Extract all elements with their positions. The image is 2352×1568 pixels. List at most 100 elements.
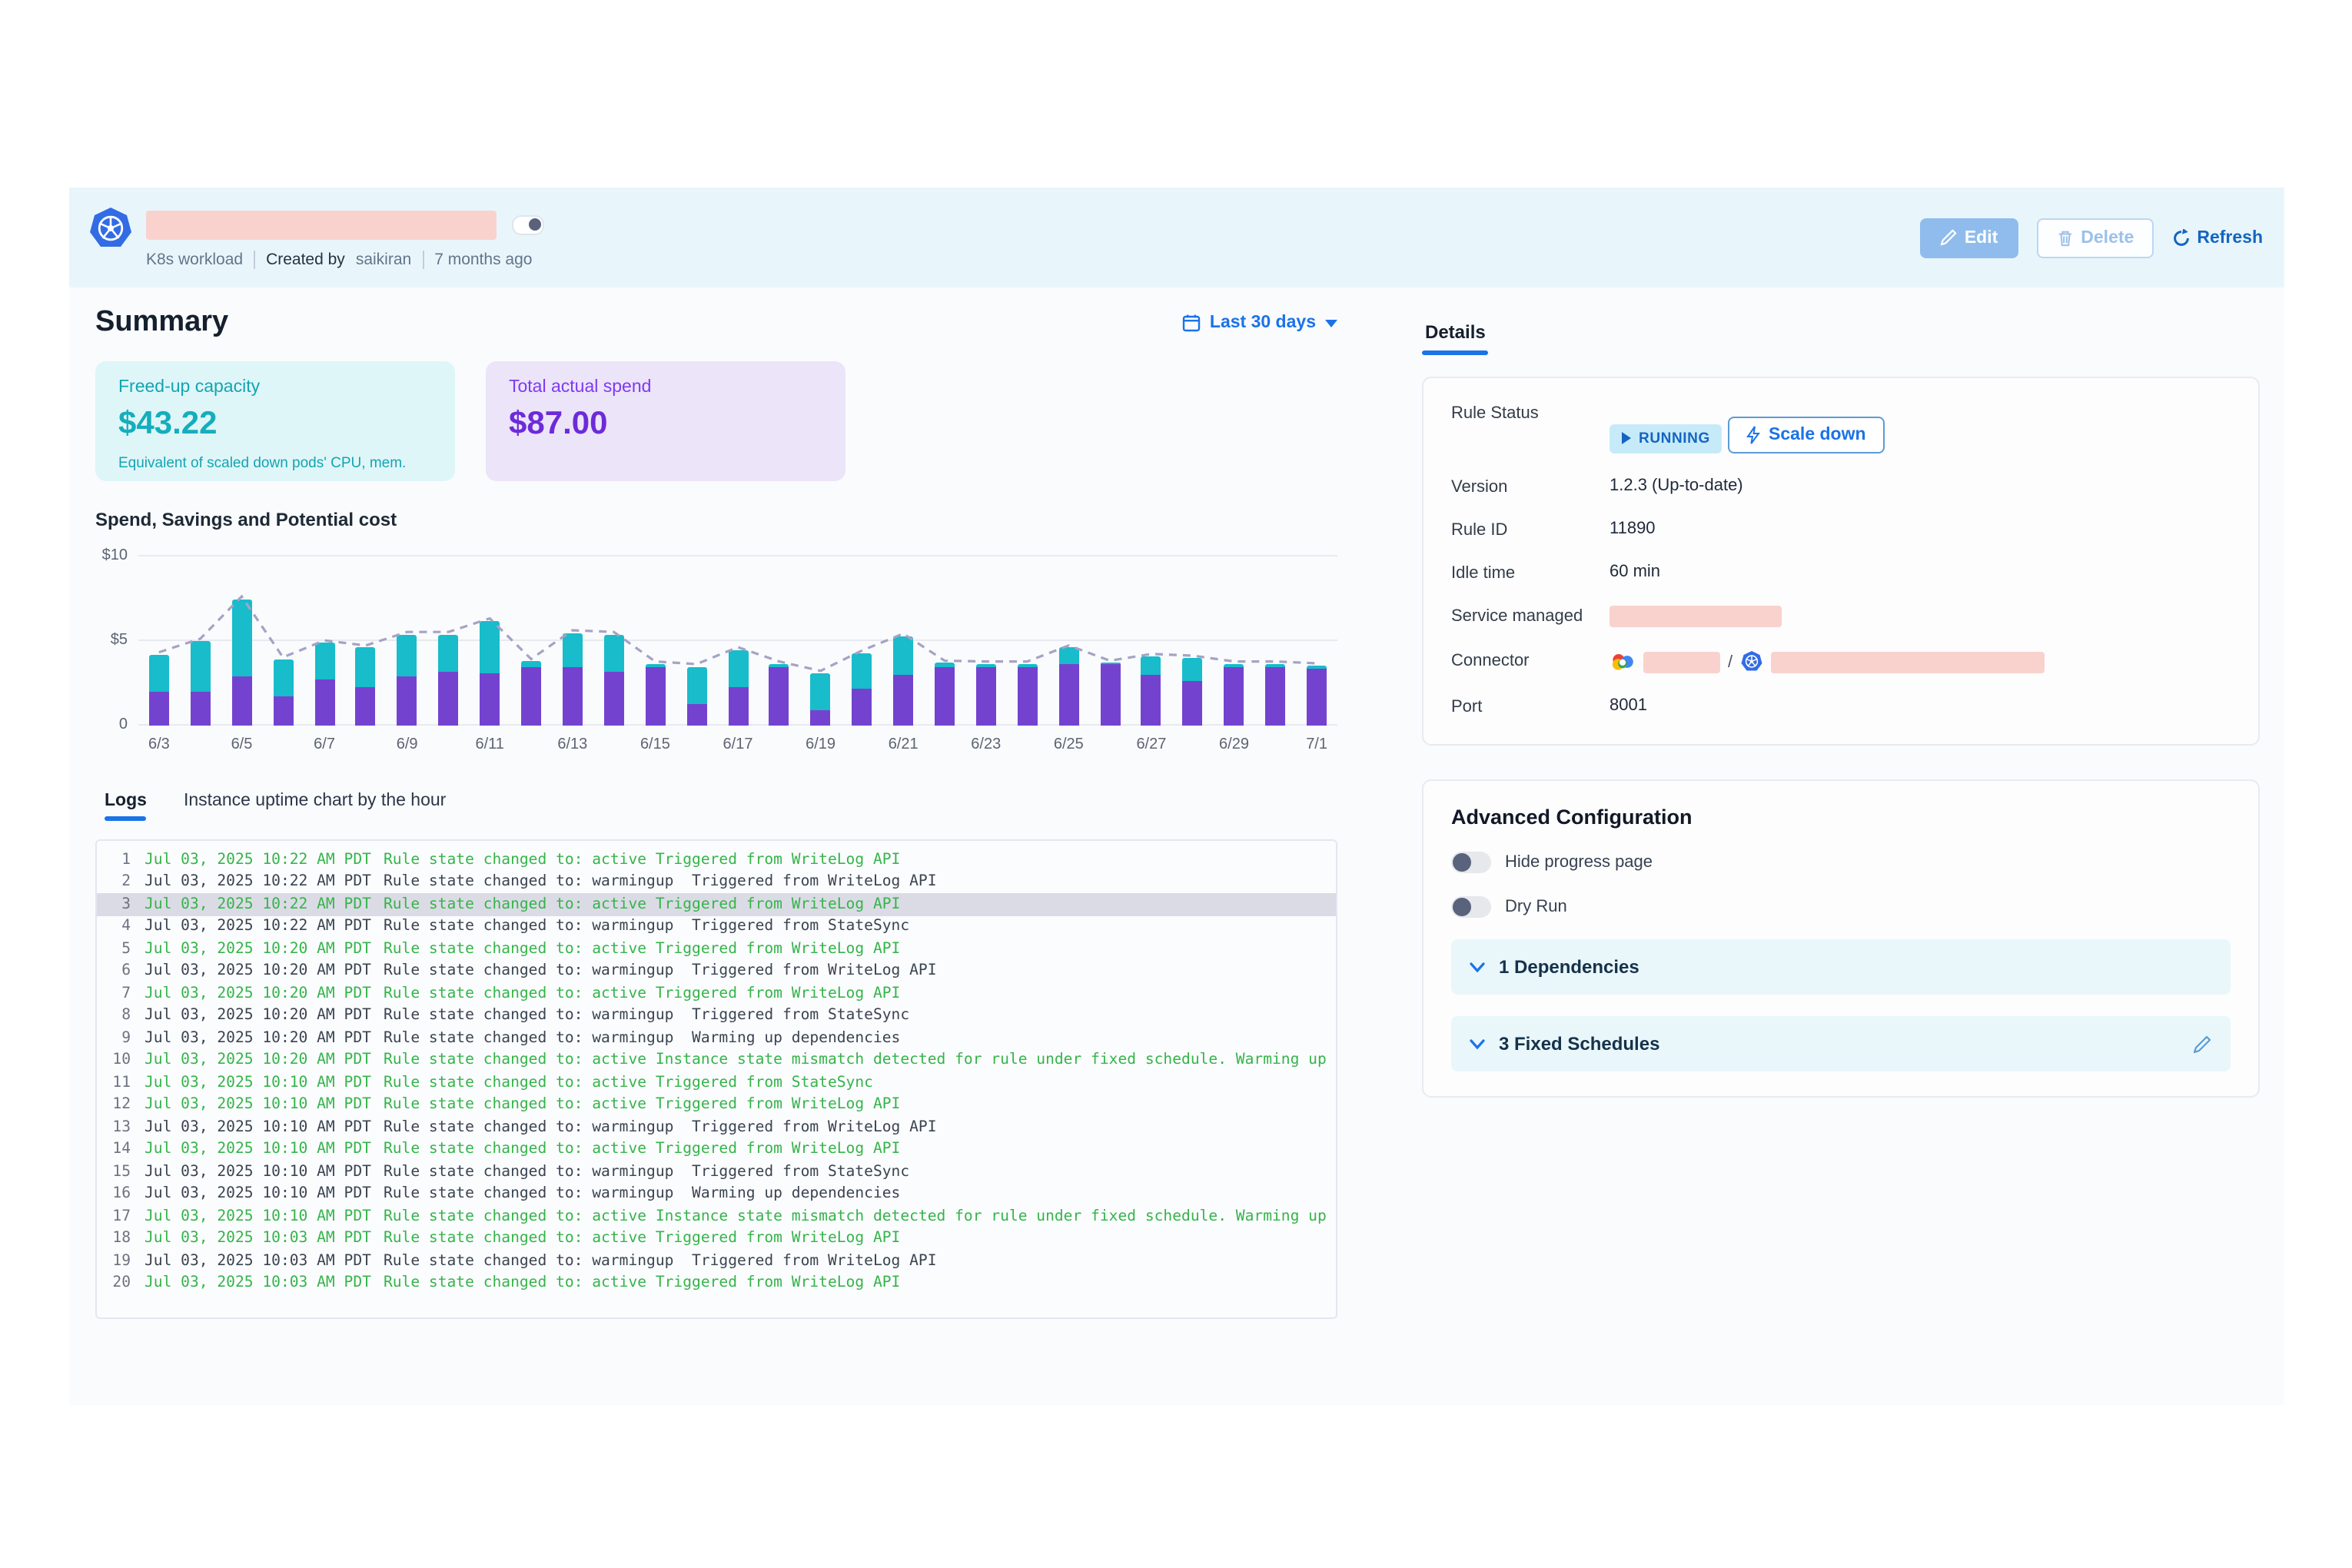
log-row-number: 1: [121, 851, 131, 869]
spend-segment: [397, 676, 417, 726]
log-message: Rule state changed to: warmingup Trigger…: [383, 873, 937, 891]
log-row[interactable]: 13 Jul 03, 2025 10:10 AM PDT Rule state ch…: [97, 1116, 1336, 1138]
chart-bar: [934, 663, 955, 726]
log-panel: 1 Jul 03, 2025 10:22 AM PDT Rule state cha…: [95, 839, 1337, 1319]
rule-status-row: Rule Status RUNNING Scale down: [1451, 403, 2231, 453]
chart-bar: [1141, 656, 1161, 726]
service-managed-row: Service managed: [1451, 606, 2231, 627]
log-message: Rule state changed to: active Triggered …: [383, 895, 901, 913]
log-message: Rule state changed to: warmingup Trigger…: [383, 1118, 937, 1136]
spend-segment: [438, 671, 459, 726]
header-left: K8s workload Created by saikiran 7 month…: [88, 206, 544, 269]
tab-logs[interactable]: Logs: [105, 792, 148, 821]
log-row[interactable]: 8 Jul 03, 2025 10:20 AM PDT Rule state cha…: [97, 1005, 1336, 1027]
chart-bar: [1100, 663, 1121, 726]
log-row[interactable]: 11 Jul 03, 2025 10:10 AM PDT Rule state ch…: [97, 1071, 1336, 1094]
log-row[interactable]: 3 Jul 03, 2025 10:22 AM PDT Rule state cha…: [97, 893, 1336, 915]
log-row[interactable]: 9 Jul 03, 2025 10:20 AM PDT Rule state cha…: [97, 1027, 1336, 1049]
log-row[interactable]: 20 Jul 03, 2025 10:03 AM PDT Rule state ch…: [97, 1272, 1336, 1294]
chart-bar: [686, 666, 707, 726]
log-timestamp: Jul 03, 2025 10:10 AM PDT: [145, 1118, 371, 1136]
spend-segment: [1224, 666, 1244, 726]
log-timestamp: Jul 03, 2025 10:03 AM PDT: [145, 1252, 371, 1270]
chart-bar: [728, 649, 748, 726]
log-row-number: 5: [121, 940, 131, 958]
dependencies-accordion[interactable]: 1 Dependencies: [1451, 939, 2231, 995]
log-timestamp: Jul 03, 2025 10:03 AM PDT: [145, 1230, 371, 1247]
port-row: Port 8001: [1451, 696, 2231, 716]
log-row[interactable]: 17 Jul 03, 2025 10:10 AM PDT Rule state ch…: [97, 1205, 1336, 1227]
idle-time-label: Idle time: [1451, 564, 1516, 583]
log-row[interactable]: 7 Jul 03, 2025 10:20 AM PDT Rule state cha…: [97, 982, 1336, 1005]
tab-details[interactable]: Details: [1422, 306, 1490, 355]
savings-segment: [1058, 647, 1079, 665]
meta-separator: [422, 251, 424, 269]
log-row[interactable]: 14 Jul 03, 2025 10:10 AM PDT Rule state ch…: [97, 1138, 1336, 1161]
log-timestamp: Jul 03, 2025 10:10 AM PDT: [145, 1208, 371, 1225]
x-axis-tick: 6/19: [806, 736, 836, 753]
x-axis-tick: 7/1: [1306, 736, 1327, 753]
x-axis-tick: 6/9: [396, 736, 418, 753]
log-timestamp: Jul 03, 2025 10:10 AM PDT: [145, 1185, 371, 1203]
y-axis-tick: 0: [118, 716, 128, 733]
log-row[interactable]: 2 Jul 03, 2025 10:22 AM PDT Rule state cha…: [97, 871, 1336, 893]
log-row[interactable]: 18 Jul 03, 2025 10:03 AM PDT Rule state ch…: [97, 1227, 1336, 1250]
x-axis-tick: 6/13: [557, 736, 588, 753]
chevron-down-icon: [1470, 1038, 1485, 1049]
refresh-button[interactable]: Refresh: [2172, 228, 2263, 247]
service-managed-redacted: [1610, 606, 1782, 627]
log-row[interactable]: 5 Jul 03, 2025 10:20 AM PDT Rule state cha…: [97, 938, 1336, 960]
date-range-picker[interactable]: Last 30 days: [1182, 314, 1337, 332]
chart-bar: [397, 634, 417, 726]
running-badge-label: RUNNING: [1639, 430, 1710, 447]
log-row[interactable]: 10 Jul 03, 2025 10:20 AM PDT Rule state ch…: [97, 1049, 1336, 1071]
log-timestamp: Jul 03, 2025 10:10 AM PDT: [145, 1163, 371, 1181]
log-message: Rule state changed to: active Triggered …: [383, 1096, 901, 1114]
log-message: Rule state changed to: active Triggered …: [383, 1074, 873, 1091]
header-toggle[interactable]: [512, 215, 544, 235]
log-row[interactable]: 19 Jul 03, 2025 10:03 AM PDT Rule state ch…: [97, 1250, 1336, 1272]
connector-project-redacted: [1643, 651, 1720, 673]
rule-id-label: Rule ID: [1451, 521, 1508, 540]
spend-segment: [562, 666, 583, 726]
spend-segment: [769, 666, 789, 726]
fixed-schedules-accordion[interactable]: 3 Fixed Schedules: [1451, 1016, 2231, 1071]
header-title-block: K8s workload Created by saikiran 7 month…: [146, 206, 544, 269]
savings-segment: [397, 634, 417, 677]
log-message: Rule state changed to: active Instance s…: [383, 1208, 1327, 1225]
log-row[interactable]: 6 Jul 03, 2025 10:20 AM PDT Rule state cha…: [97, 960, 1336, 982]
dry-run-toggle[interactable]: [1451, 896, 1491, 918]
x-axis-tick: 6/27: [1136, 736, 1167, 753]
log-row-number: 2: [121, 873, 131, 891]
edit-schedules-button[interactable]: [2192, 1034, 2212, 1054]
workload-detail-page: K8s workload Created by saikiran 7 month…: [69, 188, 2284, 1405]
edit-button[interactable]: Edit: [1919, 218, 2018, 257]
scale-down-button[interactable]: Scale down: [1727, 417, 1885, 453]
workload-title-redacted: [146, 211, 497, 240]
log-timestamp: Jul 03, 2025 10:10 AM PDT: [145, 1096, 371, 1114]
dependencies-label: 1 Dependencies: [1499, 956, 1639, 978]
connector-label: Connector: [1451, 652, 1530, 670]
log-row[interactable]: 4 Jul 03, 2025 10:22 AM PDT Rule state cha…: [97, 915, 1336, 938]
x-axis-tick: 6/7: [314, 736, 335, 753]
log-message: Rule state changed to: warmingup Trigger…: [383, 1163, 910, 1181]
log-row[interactable]: 15 Jul 03, 2025 10:10 AM PDT Rule state ch…: [97, 1161, 1336, 1183]
chart-bar: [273, 659, 294, 726]
savings-segment: [314, 643, 335, 680]
log-row[interactable]: 1 Jul 03, 2025 10:22 AM PDT Rule state cha…: [97, 849, 1336, 871]
savings-segment: [686, 666, 707, 704]
x-axis-tick: 6/17: [723, 736, 753, 753]
summary-column: Summary Last 30 days Freed-up capacity $…: [95, 306, 1337, 1319]
delete-button[interactable]: Delete: [2036, 218, 2154, 257]
tab-uptime-chart[interactable]: Instance uptime chart by the hour: [183, 792, 447, 810]
meta-separator: [254, 251, 256, 269]
stat-cards: Freed-up capacity $43.22 Equivalent of s…: [95, 361, 1337, 481]
log-row[interactable]: 12 Jul 03, 2025 10:10 AM PDT Rule state ch…: [97, 1094, 1336, 1116]
port-value: 8001: [1610, 696, 1647, 715]
header-toggle-knob: [529, 218, 541, 231]
hide-progress-toggle[interactable]: [1451, 852, 1491, 873]
savings-segment: [728, 649, 748, 687]
log-row[interactable]: 16 Jul 03, 2025 10:10 AM PDT Rule state ch…: [97, 1183, 1336, 1205]
savings-segment: [562, 633, 583, 666]
